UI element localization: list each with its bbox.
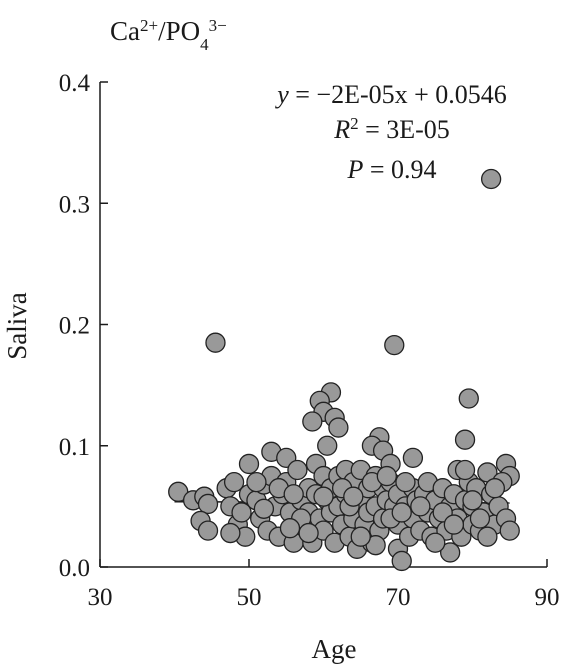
p-value-text: P = 0.94 (346, 155, 436, 184)
data-point (197, 493, 219, 515)
x-tick-label: 70 (386, 584, 411, 611)
x-tick-label: 50 (237, 584, 262, 611)
data-point (317, 435, 338, 456)
y-tick-label: 0.4 (59, 70, 91, 97)
data-point (395, 471, 416, 493)
y-tick-label: 0.0 (59, 555, 90, 582)
data-point (279, 518, 301, 539)
regression-annotation: y = −2E-05x + 0.0546 R2 = 3E-05 P = 0.94 (274, 80, 507, 184)
data-point (328, 417, 349, 438)
data-points (168, 168, 520, 572)
data-point (462, 490, 483, 511)
y-tick-label: 0.1 (59, 434, 90, 461)
data-point (205, 332, 226, 353)
x-ticks: 30 50 70 90 (88, 559, 560, 611)
data-point (376, 465, 397, 487)
data-point (499, 520, 520, 541)
data-point (384, 334, 405, 356)
y-axis-label: Saliva (2, 292, 32, 360)
data-point (458, 388, 479, 409)
data-point (238, 453, 260, 475)
data-point (410, 496, 431, 517)
data-point (343, 486, 364, 507)
data-point (469, 508, 491, 529)
data-point (454, 429, 476, 450)
equation-text: y = −2E-05x + 0.0546 (274, 80, 507, 109)
y-ticks: 0.0 0.1 0.2 0.3 0.4 (59, 70, 108, 582)
data-point (425, 532, 446, 553)
data-point (391, 502, 412, 523)
data-point (253, 498, 275, 519)
data-point (439, 542, 461, 563)
data-point (480, 168, 502, 190)
data-point (302, 411, 323, 432)
data-point (287, 459, 308, 481)
y-tick-label: 0.2 (59, 313, 90, 340)
data-point (350, 526, 371, 547)
x-tick-label: 90 (535, 584, 560, 611)
data-point (402, 447, 424, 469)
data-point (220, 522, 241, 544)
data-point (298, 522, 319, 544)
data-point (477, 526, 498, 547)
data-point (454, 459, 476, 481)
data-point (391, 550, 412, 572)
data-point (443, 514, 465, 535)
data-point (283, 484, 304, 505)
data-point (197, 520, 219, 541)
data-point (313, 486, 334, 507)
data-point (231, 502, 252, 523)
data-point (223, 471, 245, 493)
x-axis-label: Age (312, 634, 357, 664)
x-tick-label: 30 (88, 584, 113, 611)
data-point (246, 471, 267, 493)
r-squared-text: R2 = 3E-05 (333, 114, 450, 145)
chart-title: Ca2+/PO43− (110, 16, 227, 54)
y-tick-label: 0.3 (59, 191, 90, 218)
data-point (484, 478, 506, 499)
